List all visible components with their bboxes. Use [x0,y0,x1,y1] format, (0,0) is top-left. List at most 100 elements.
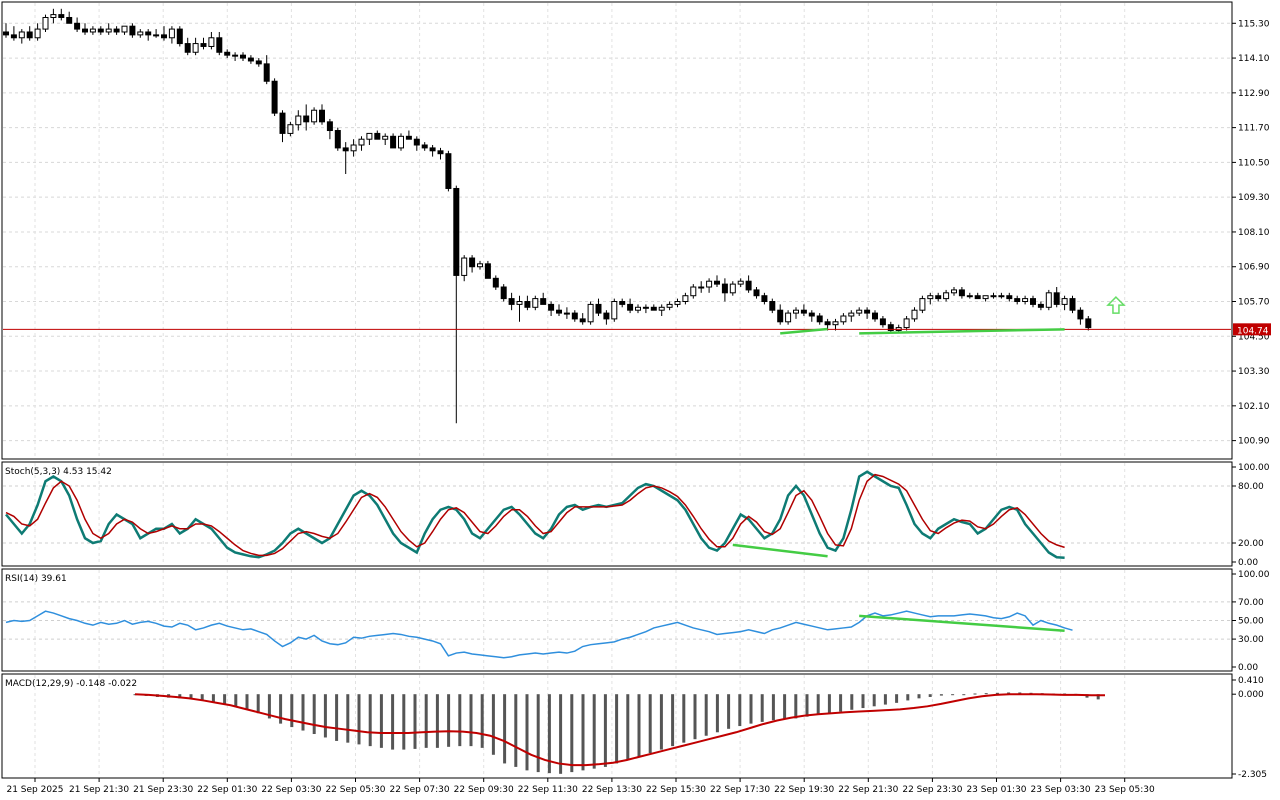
candle-body [326,121,333,132]
candle-body [500,286,507,300]
candle-body [840,315,847,323]
macd-histogram-bar [693,694,697,740]
candle-body [864,309,871,314]
candle-body [176,28,183,45]
candle [658,304,665,316]
candle-body [42,16,49,30]
candle [34,23,41,41]
time-tick-label: 21 Sep 2025 [6,785,63,795]
candle-body [263,63,270,82]
candle-body [729,283,736,294]
candle-body [200,43,207,47]
time-tick-label: 22 Sep 13:30 [582,785,642,795]
candle [295,110,302,131]
candle-body [721,283,728,294]
macd-histogram-bar [749,694,753,724]
candle-body [974,295,981,300]
candle-body [319,109,325,123]
macd-histogram-bar [346,694,350,743]
candle [200,37,207,50]
candle-body [18,31,25,39]
candle [777,304,784,325]
candle [698,281,705,293]
macd-histogram-bar [480,694,484,748]
candle-body [26,31,33,39]
candle [690,284,697,299]
up-arrow-icon [1106,296,1126,314]
candle-body [453,187,460,276]
divergence-line [859,614,1065,632]
time-tick-label: 23 Sep 05:30 [1095,785,1155,795]
price-tick-label: 114.10 [1238,54,1270,64]
macd-histogram-bar [547,694,551,774]
time-tick-label: 21 Sep 21:30 [69,785,129,795]
candle-body [311,109,318,123]
candle [635,304,641,314]
macd-histogram-bar [816,694,820,715]
macd-histogram-bar [200,694,204,701]
macd-histogram-bar [570,694,574,773]
axis-tick-label: 0.000 [1238,690,1264,700]
candle-body [247,57,254,62]
candle-body [911,309,918,320]
macd-histogram-bar [794,694,798,719]
candle [26,26,33,41]
candle-body [390,135,397,149]
macd-histogram-bar [357,694,361,745]
candlestick-series [3,8,1092,424]
candle [674,298,681,308]
candle-body [492,277,499,288]
candle [192,37,199,56]
macd-histogram-bar [379,694,383,748]
candle-body [1006,295,1013,300]
price-tick-label: 105.70 [1238,298,1270,308]
candle [255,58,262,67]
candle-body [556,309,562,314]
macd-histogram-bar [368,694,372,747]
candle-body [856,309,863,314]
candle [793,307,799,319]
candle [650,304,657,311]
macd-histogram-bar [592,694,596,769]
candle-body [3,31,9,36]
macd-histogram-bar [872,694,876,707]
macd-histogram-bar [1096,694,1100,700]
candle [548,301,555,316]
candle-body [619,301,626,305]
candle-body [295,115,302,126]
macd-histogram-bar [189,694,193,700]
candle-body [445,153,452,189]
price-tick-label: 115.30 [1238,19,1270,29]
macd-histogram-bar [559,694,563,774]
time-tick-label: 23 Sep 03:30 [1031,785,1091,795]
candle-body [469,257,476,268]
candle [1053,287,1060,308]
time-tick-label: 22 Sep 23:30 [902,785,962,795]
current-price-badge [1233,323,1271,336]
macd-histogram-bar [727,694,731,729]
candle [619,298,626,308]
candle [358,136,365,151]
candle [492,275,499,290]
candle-body [627,303,634,311]
candle-body [421,144,428,149]
candle-body [571,312,578,320]
candle [161,26,167,41]
candle [382,133,389,146]
time-tick-label: 22 Sep 03:30 [261,785,321,795]
candle-body [761,295,768,303]
macd-histogram-bar [256,694,260,714]
candle [516,295,523,322]
candle [911,307,918,322]
divergence-line [732,543,828,558]
macd-histogram-bar [301,694,305,731]
candle [508,292,515,311]
candle [998,292,1005,299]
candle-body [611,301,618,320]
candle-body [603,312,610,320]
candle-body [240,54,246,59]
macd-histogram-bar [637,694,641,757]
time-tick-label: 22 Sep 01:30 [197,785,257,795]
time-tick-label: 22 Sep 19:30 [774,785,834,795]
